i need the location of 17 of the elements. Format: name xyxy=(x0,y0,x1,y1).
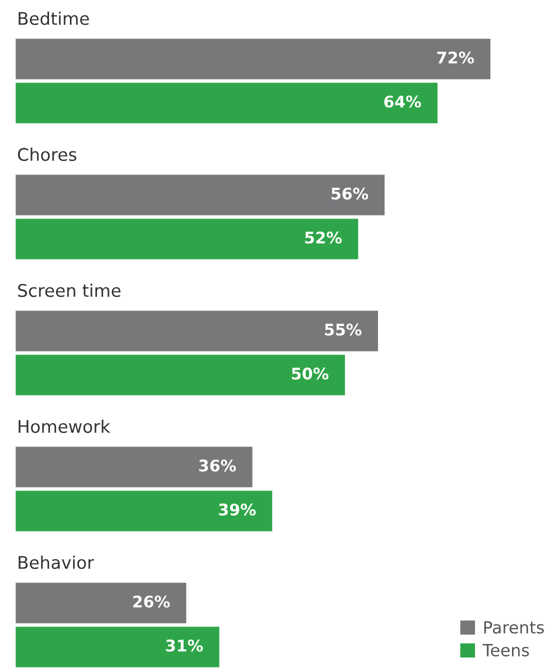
data-label: 50% xyxy=(292,368,328,380)
legend-label: Parents xyxy=(484,621,544,634)
y-tick-label: Behavior xyxy=(18,556,94,570)
y-tick-label: Screen time xyxy=(18,284,120,298)
data-label: 56% xyxy=(332,188,368,200)
data-label: 39% xyxy=(219,504,256,516)
y-tick-label: Homework xyxy=(18,420,110,434)
data-label: 26% xyxy=(133,596,170,608)
data-label: 52% xyxy=(305,232,342,244)
data-label: 72% xyxy=(437,52,474,64)
legend-label: Teens xyxy=(482,644,529,656)
y-tick-label: Chores xyxy=(18,148,76,162)
data-label: 36% xyxy=(199,460,236,472)
data-label: 31% xyxy=(166,640,203,652)
data-label: 55% xyxy=(325,324,362,336)
y-tick-label: Bedtime xyxy=(18,12,89,26)
data-label: 64% xyxy=(384,96,422,108)
